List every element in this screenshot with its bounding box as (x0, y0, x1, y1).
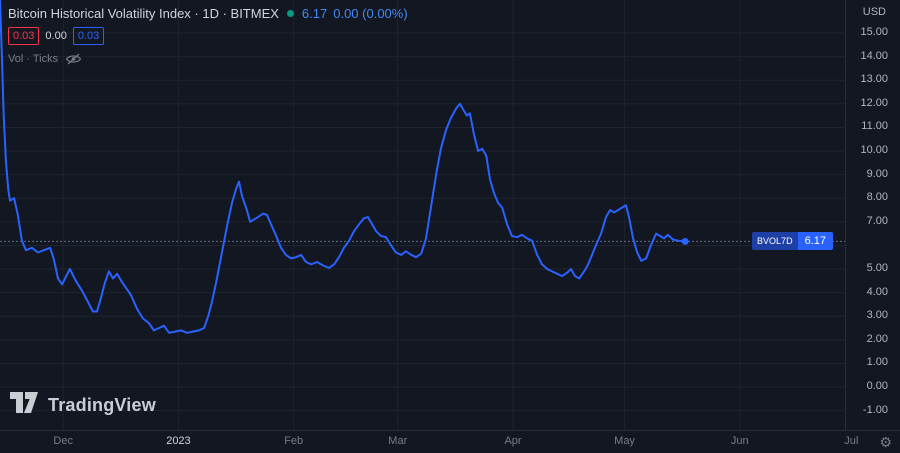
last-price: 6.17 (301, 6, 328, 21)
price-axis-label: 8.00 (866, 191, 888, 204)
legend-values: 6.17 0.00 (0.00%) (302, 6, 408, 21)
tradingview-logo-text: TradingView (48, 394, 156, 415)
time-axis[interactable]: ⚙ Dec 2023 Feb Mar Apr May Jun Jul (0, 430, 900, 453)
price-axis-label: 0.00 (866, 380, 888, 393)
indicator-row: Vol · Ticks (8, 53, 408, 65)
last-price-tag: BVOL7D 6.17 (752, 232, 833, 251)
value-box-blue: 0.03 (72, 27, 105, 45)
series-values-row: 0.03 0.00 0.03 (8, 27, 408, 45)
time-axis-label: Mar (388, 435, 408, 447)
price-change: 0.00 (0.00%) (333, 6, 408, 21)
time-axis-label: 2023 (166, 435, 191, 447)
price-axis-label: -1.00 (862, 403, 888, 416)
price-axis-label: 15.00 (860, 26, 888, 39)
tradingview-logo-icon (10, 392, 40, 418)
price-axis-label: 14.00 (860, 49, 888, 62)
price-tag-value: 6.17 (797, 232, 833, 251)
tradingview-logo[interactable]: TradingView (10, 392, 156, 418)
price-axis-label: 9.00 (866, 167, 888, 180)
time-axis-label: Feb (284, 435, 304, 447)
price-axis-label: 4.00 (866, 285, 888, 298)
time-axis-label: Dec (53, 435, 73, 447)
chart-plot-area: Bitcoin Historical Volatility Index · 1D… (0, 0, 845, 430)
price-axis-label: 10.00 (860, 144, 888, 157)
time-axis-label: Jun (730, 435, 749, 447)
market-status-icon (286, 10, 294, 17)
value-plain: 0.00 (45, 30, 67, 42)
price-axis-label: 13.00 (860, 73, 888, 86)
price-axis-label: 1.00 (866, 356, 888, 369)
price-axis-label: 11.00 (861, 120, 888, 133)
price-axis-label: 7.00 (866, 214, 888, 227)
price-axis-label: 12.00 (860, 96, 888, 109)
price-axis-label: 5.00 (866, 262, 888, 275)
symbol-title[interactable]: Bitcoin Historical Volatility Index · 1D… (8, 6, 279, 21)
currency-label[interactable]: USD (862, 6, 886, 18)
time-axis-label: Apr (504, 435, 522, 447)
time-axis-label: Jul (844, 435, 859, 447)
chart-canvas[interactable] (0, 0, 845, 430)
eye-hidden-icon[interactable] (65, 53, 82, 65)
time-axis-label: May (614, 435, 635, 447)
price-tag-symbol: BVOL7D (752, 232, 798, 251)
price-axis[interactable]: USD 15.00 14.00 13.00 12.00 11.00 10.00 9.00 8.… (845, 0, 900, 430)
gear-icon[interactable]: ⚙ (879, 434, 892, 450)
price-axis-label: 3.00 (866, 309, 888, 322)
value-box-red: 0.03 (8, 27, 40, 45)
indicator-label: Vol · Ticks (8, 53, 59, 65)
chart-legend: Bitcoin Historical Volatility Index · 1D… (8, 6, 408, 65)
price-axis-label: 2.00 (866, 332, 888, 345)
